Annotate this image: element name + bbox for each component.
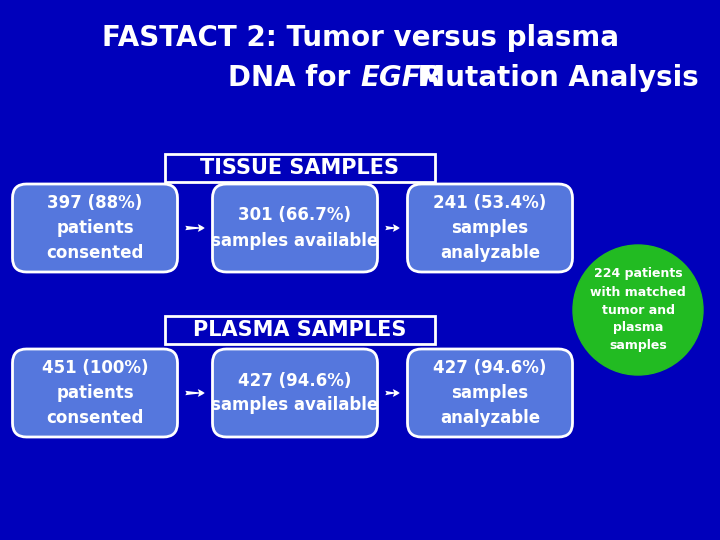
Text: 427 (94.6%)
samples available: 427 (94.6%) samples available bbox=[212, 372, 379, 415]
FancyBboxPatch shape bbox=[408, 184, 572, 272]
Text: 427 (94.6%)
samples
analyzable: 427 (94.6%) samples analyzable bbox=[433, 359, 546, 427]
FancyBboxPatch shape bbox=[408, 349, 572, 437]
Text: FASTACT 2: Tumor versus plasma: FASTACT 2: Tumor versus plasma bbox=[102, 24, 618, 52]
Text: 241 (53.4%)
samples
analyzable: 241 (53.4%) samples analyzable bbox=[433, 194, 546, 262]
Text: DNA for: DNA for bbox=[228, 64, 360, 92]
FancyBboxPatch shape bbox=[12, 349, 178, 437]
FancyBboxPatch shape bbox=[212, 349, 377, 437]
Text: 397 (88%)
patients
consented: 397 (88%) patients consented bbox=[46, 194, 144, 262]
FancyBboxPatch shape bbox=[165, 316, 435, 344]
FancyBboxPatch shape bbox=[212, 184, 377, 272]
FancyBboxPatch shape bbox=[12, 184, 178, 272]
Text: Mutation Analysis: Mutation Analysis bbox=[408, 64, 698, 92]
Text: EGFR: EGFR bbox=[360, 64, 442, 92]
Text: 301 (66.7%)
samples available: 301 (66.7%) samples available bbox=[212, 206, 379, 249]
Text: TISSUE SAMPLES: TISSUE SAMPLES bbox=[200, 158, 400, 178]
FancyBboxPatch shape bbox=[165, 154, 435, 182]
Text: PLASMA SAMPLES: PLASMA SAMPLES bbox=[193, 320, 407, 340]
Text: 451 (100%)
patients
consented: 451 (100%) patients consented bbox=[42, 359, 148, 427]
Circle shape bbox=[573, 245, 703, 375]
Text: 224 patients
with matched
tumor and
plasma
samples: 224 patients with matched tumor and plas… bbox=[590, 267, 686, 353]
